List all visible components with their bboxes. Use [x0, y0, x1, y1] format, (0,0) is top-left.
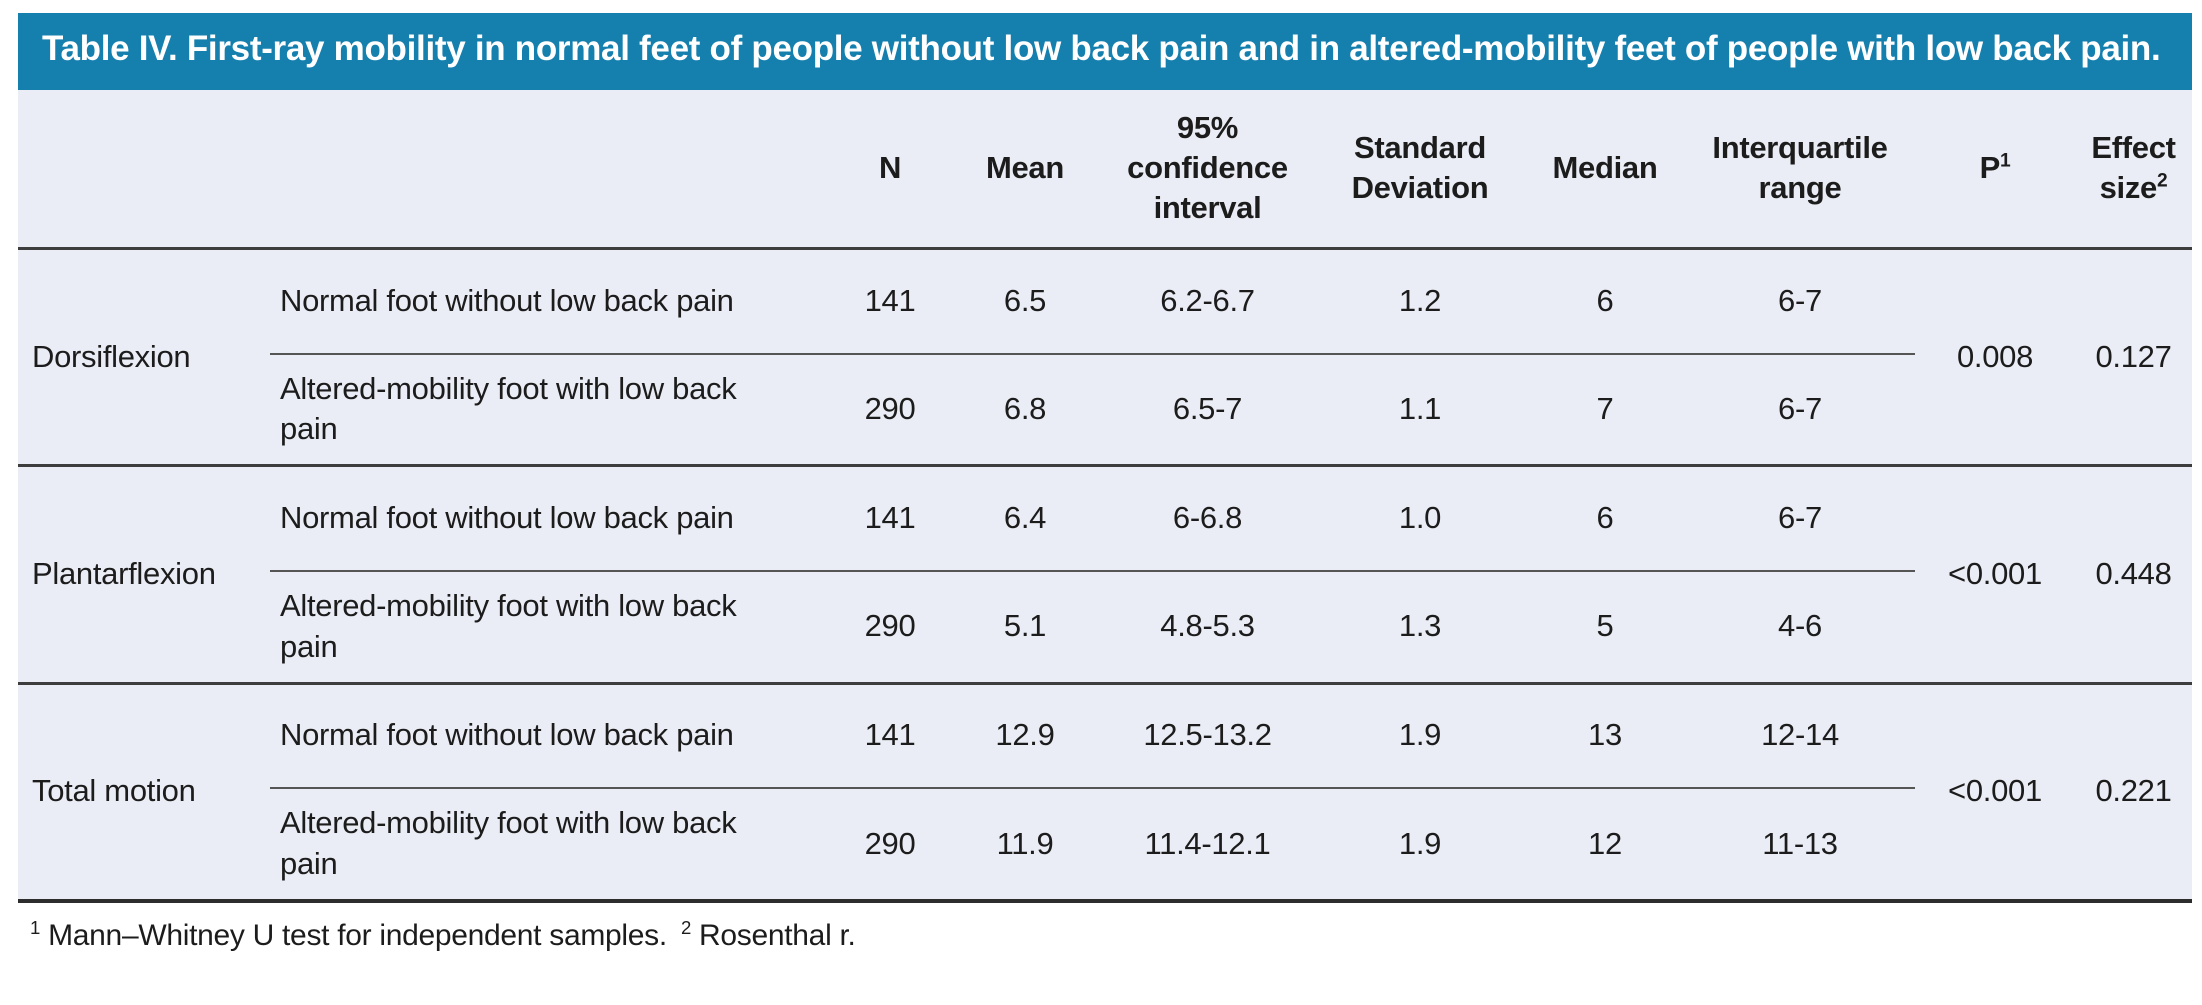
header-iqr: Interquartile range	[1685, 89, 1915, 251]
header-n: N	[830, 89, 950, 251]
p-value-cell: <0.001	[1915, 683, 2075, 903]
iqr-cell: 11-13	[1685, 788, 1915, 903]
mean-cell: 6.8	[950, 353, 1100, 468]
condition-cell: Altered-mobility foot with low back pain	[270, 788, 830, 903]
group-label-cell: Total motion	[18, 683, 270, 903]
iqr-cell: 6-7	[1685, 353, 1915, 468]
table-container: Table IV. First-ray mobility in normal f…	[18, 13, 2192, 953]
sd-cell: 1.9	[1315, 788, 1525, 903]
group-label-cell: Dorsiflexion	[18, 248, 270, 468]
p-value-cell: 0.008	[1915, 248, 2075, 468]
condition-label: Altered-mobility foot with low back pain	[280, 805, 737, 882]
header-median: Median	[1525, 89, 1685, 251]
header-row: N Mean 95% confidence interval Standard …	[18, 89, 2192, 251]
mean-cell: 11.9	[950, 788, 1100, 903]
p-value-cell: <0.001	[1915, 465, 2075, 685]
footnote-1: 1 Mann–Whitney U test for independent sa…	[30, 916, 667, 952]
ci-cell: 6.2-6.7	[1100, 248, 1315, 355]
iqr-cell: 6-7	[1685, 248, 1915, 355]
n-cell: 141	[830, 465, 950, 572]
footnote-2-text: Rosenthal r.	[699, 918, 856, 952]
header-effect-size: Effect size2	[2075, 89, 2192, 251]
table-row: Altered-mobility foot with low back pain…	[18, 353, 2192, 468]
condition-label: Normal foot without low back pain	[280, 717, 734, 753]
table-title: Table IV. First-ray mobility in normal f…	[18, 13, 2192, 90]
mean-cell: 12.9	[950, 683, 1100, 790]
sd-cell: 1.9	[1315, 683, 1525, 790]
condition-label: Altered-mobility foot with low back pain	[280, 370, 737, 447]
mean-cell: 6.4	[950, 465, 1100, 572]
ci-cell: 11.4-12.1	[1100, 788, 1315, 903]
header-ci: 95% confidence interval	[1100, 89, 1315, 251]
table-row: Dorsiflexion Normal foot without low bac…	[18, 248, 2192, 468]
header-ci-label: 95% confidence interval	[1127, 109, 1288, 226]
effect-size-cell: 0.127	[2075, 248, 2192, 468]
n-cell: 141	[830, 683, 950, 790]
table-footnotes: 1 Mann–Whitney U test for independent sa…	[18, 916, 2192, 953]
condition-label: Normal foot without low back pain	[280, 282, 734, 318]
header-p-sup: 1	[2000, 150, 2011, 172]
sd-cell: 1.1	[1315, 353, 1525, 468]
footnote-1-marker: 1	[30, 916, 41, 938]
footnote-2: 2 Rosenthal r.	[680, 916, 856, 952]
n-cell: 290	[830, 570, 950, 685]
median-cell: 6	[1525, 465, 1685, 572]
condition-label: Altered-mobility foot with low back pain	[280, 587, 737, 664]
ci-cell: 12.5-13.2	[1100, 683, 1315, 790]
mean-cell: 6.5	[950, 248, 1100, 355]
group-label-cell: Plantarflexion	[18, 465, 270, 685]
iqr-cell: 4-6	[1685, 570, 1915, 685]
ci-cell: 6.5-7	[1100, 353, 1315, 468]
condition-cell: Normal foot without low back pain	[270, 248, 830, 355]
header-p-label: P	[1979, 150, 2001, 186]
sd-cell: 1.2	[1315, 248, 1525, 355]
header-p: P1	[1915, 89, 2075, 251]
table-row: Total motion Normal foot without low bac…	[18, 683, 2192, 903]
header-sd: Standard Deviation	[1315, 89, 1525, 251]
median-cell: 7	[1525, 353, 1685, 468]
ci-cell: 6-6.8	[1100, 465, 1315, 572]
iqr-cell: 12-14	[1685, 683, 1915, 790]
condition-cell: Normal foot without low back pain	[270, 465, 830, 572]
header-condition-empty	[270, 89, 830, 251]
section-plantarflexion: Plantarflexion Normal foot without low b…	[18, 465, 2192, 685]
median-cell: 12	[1525, 788, 1685, 903]
n-cell: 141	[830, 248, 950, 355]
section-total-motion: Total motion Normal foot without low bac…	[18, 683, 2192, 903]
effect-size-cell: 0.221	[2075, 683, 2192, 903]
table-row: Altered-mobility foot with low back pain…	[18, 788, 2192, 903]
header-effect-sup: 2	[2157, 170, 2168, 192]
header-sd-label: Standard Deviation	[1351, 130, 1489, 206]
sd-cell: 1.0	[1315, 465, 1525, 572]
header-group-empty	[18, 89, 270, 251]
header-iqr-label: Interquartile range	[1712, 130, 1888, 206]
median-cell: 5	[1525, 570, 1685, 685]
mean-cell: 5.1	[950, 570, 1100, 685]
footnote-1-text: Mann–Whitney U test for independent samp…	[48, 918, 667, 952]
n-cell: 290	[830, 353, 950, 468]
effect-size-cell: 0.448	[2075, 465, 2192, 685]
median-cell: 6	[1525, 248, 1685, 355]
condition-label: Normal foot without low back pain	[280, 500, 734, 536]
section-dorsiflexion: Dorsiflexion Normal foot without low bac…	[18, 248, 2192, 468]
n-cell: 290	[830, 788, 950, 903]
table-row: Plantarflexion Normal foot without low b…	[18, 465, 2192, 685]
footnote-2-marker: 2	[680, 916, 691, 938]
table-row: Altered-mobility foot with low back pain…	[18, 570, 2192, 685]
condition-cell: Normal foot without low back pain	[270, 683, 830, 790]
header-mean: Mean	[950, 89, 1100, 251]
condition-cell: Altered-mobility foot with low back pain	[270, 353, 830, 468]
condition-cell: Altered-mobility foot with low back pain	[270, 570, 830, 685]
iqr-cell: 6-7	[1685, 465, 1915, 572]
sd-cell: 1.3	[1315, 570, 1525, 685]
table-header: N Mean 95% confidence interval Standard …	[18, 89, 2192, 251]
median-cell: 13	[1525, 683, 1685, 790]
ci-cell: 4.8-5.3	[1100, 570, 1315, 685]
header-effect-label: Effect size	[2091, 130, 2176, 206]
data-table: N Mean 95% confidence interval Standard …	[18, 89, 2192, 903]
